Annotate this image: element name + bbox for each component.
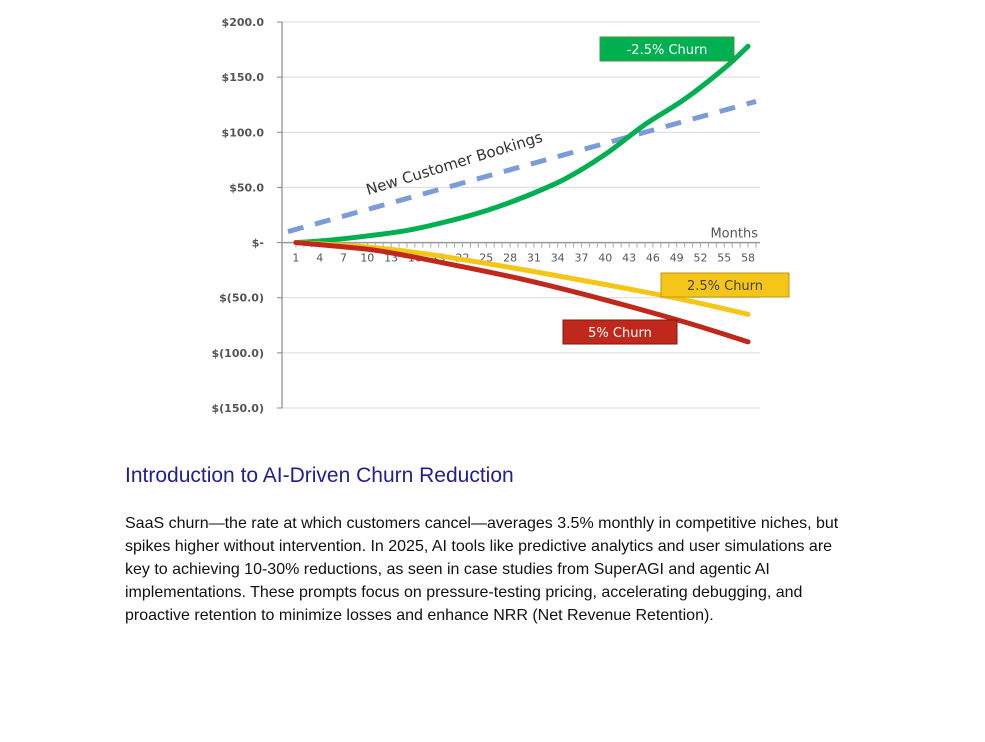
y-tick-label: $50.0 xyxy=(229,181,264,194)
y-tick-label: $100.0 xyxy=(222,126,265,139)
section-body: SaaS churn—the rate at which customers c… xyxy=(125,515,839,624)
5-churn-label-text: 5% Churn xyxy=(588,326,652,341)
x-axis-ticks: 1 4 7 10 13 16 19 22 25 28 31 34 37 40 43 46 49 52 55 58 xyxy=(292,252,755,265)
x-tick-label: 37 xyxy=(574,252,588,265)
y-tick-label: $(150.0) xyxy=(211,402,264,415)
x-tick-label: 43 xyxy=(622,252,636,265)
x-tick-label: 40 xyxy=(598,252,612,265)
series-labels: -2.5% Churn 2.5% Churn 5% Churn xyxy=(562,36,790,345)
y-tick-label: $(50.0) xyxy=(219,292,264,305)
y-tick-label: $200.0 xyxy=(222,16,265,29)
y-tick-label: $150.0 xyxy=(222,71,265,84)
x-tick-label: 52 xyxy=(693,252,707,265)
chart-grid xyxy=(282,21,760,409)
new-customer-bookings-annotation: New Customer Bookings xyxy=(364,128,545,199)
x-tick-label: 7 xyxy=(340,252,347,265)
2-5-churn-label-text: -2.5% Churn xyxy=(627,43,708,58)
x-tick-label: 46 xyxy=(646,252,660,265)
x-tick-label: 58 xyxy=(741,252,755,265)
x-tick-label: 10 xyxy=(360,252,374,265)
y-tick-label: $(100.0) xyxy=(211,347,264,360)
x-tick-label: 4 xyxy=(316,252,323,265)
2-5-churn-label-box xyxy=(660,272,790,298)
x-tick-label: 34 xyxy=(551,252,565,265)
x-tick-label: 49 xyxy=(670,252,684,265)
x-tick-label: 31 xyxy=(527,252,541,265)
y-tick-label: $- xyxy=(252,237,264,250)
5-churn-label-box xyxy=(562,319,678,345)
2-5-churn-label-box xyxy=(599,36,735,62)
x-tick-label: 28 xyxy=(503,252,517,265)
x-axis-title: Months xyxy=(710,227,758,242)
churn-chart: $200.0 $150.0 $100.0 $50.0 $- $(50.0) $(100.0)… xyxy=(211,16,790,415)
x-tick-label: 55 xyxy=(717,252,731,265)
x-tick-label: 1 xyxy=(292,252,299,265)
2-5-churn-label-text: 2.5% Churn xyxy=(687,279,763,294)
2-5-churn-series-line xyxy=(293,43,751,246)
section-heading: Introduction to AI-Driven Churn Reductio… xyxy=(125,464,514,487)
new-customer-bookings-series-line xyxy=(287,98,757,234)
y-axis-ticks: $200.0 $150.0 $100.0 $50.0 $- $(50.0) $(100.0)… xyxy=(211,16,264,415)
